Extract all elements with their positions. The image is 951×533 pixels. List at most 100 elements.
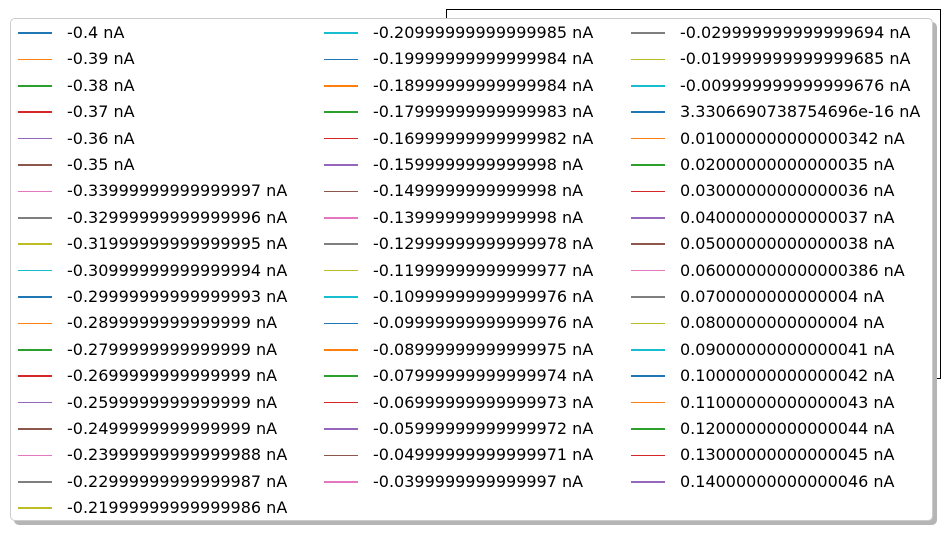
legend-line-marker [18,401,52,404]
legend-entry: -0.08999999999999975 nA [324,340,593,360]
legend-line-marker [631,217,665,219]
legend-label: -0.09999999999999976 nA [373,313,594,333]
legend-entry: -0.37 nA [18,102,135,122]
legend: -0.4 nA -0.39 nA -0.38 nA -0.37 nA -0.36 nA -… [10,18,933,521]
legend-label: 0.12000000000000044 nA [680,419,895,438]
legend-label: -0.2799999999999999 nA [67,339,278,359]
legend-line-marker [324,32,358,34]
legend-line-marker [324,164,358,166]
legend-label: -0.37 nA [67,102,135,122]
legend-label: -0.4 nA [67,23,125,42]
legend-entry: -0.23999999999999988 nA [18,445,287,465]
legend-label: -0.30999999999999994 nA [67,260,288,280]
legend-line-marker [324,454,358,457]
legend-line-marker [18,58,52,61]
legend-line-marker [18,269,52,272]
legend-entry: 0.10000000000000042 nA [631,366,895,386]
legend-entry: -0.33999999999999997 nA [18,181,287,201]
legend-label: -0.19999999999999984 nA [373,49,594,69]
legend-line-marker [324,349,358,351]
legend-entry: 0.13000000000000045 nA [631,445,895,465]
legend-line-marker [631,137,665,140]
legend-label: -0.2699999999999999 nA [67,366,278,386]
legend-line-marker [18,243,52,245]
legend-entry: -0.019999999999999685 nA [631,49,910,69]
legend-entry: 0.05000000000000038 nA [631,234,895,254]
legend-entry: -0.17999999999999983 nA [324,102,593,122]
legend-entry: -0.2899999999999999 nA [18,313,277,333]
legend-entry: -0.20999999999999985 nA [324,23,593,43]
legend-line-marker [18,111,52,113]
legend-label: -0.10999999999999976 nA [373,287,594,306]
legend-entry: -0.07999999999999974 nA [324,366,593,386]
legend-label: -0.16999999999999982 nA [373,128,594,148]
legend-label: -0.1599999999999998 nA [373,155,584,174]
legend-label: 0.09000000000000041 nA [680,339,895,359]
legend-line-marker [324,322,358,325]
legend-line-marker [18,164,52,166]
legend-label: -0.05999999999999972 nA [373,419,594,438]
legend-label: 0.060000000000000386 nA [680,260,905,280]
legend-label: -0.04999999999999971 nA [373,445,594,465]
legend-label: -0.0399999999999997 nA [373,471,584,491]
legend-entry: 0.03000000000000036 nA [631,181,895,201]
legend-line-marker [18,137,52,140]
legend-line-marker [631,296,665,298]
legend-entry: -0.31999999999999995 nA [18,234,287,254]
legend-label: 0.02000000000000035 nA [680,155,895,174]
legend-line-marker [631,481,665,483]
legend-line-marker [324,190,358,193]
legend-label: -0.21999999999999986 nA [67,498,288,518]
legend-line-marker [631,85,665,87]
legend-entry: 3.3306690738754696e-16 nA [631,102,920,122]
legend-entry: -0.1599999999999998 nA [324,155,583,175]
legend-entry: -0.18999999999999984 nA [324,76,593,96]
legend-entry: 0.060000000000000386 nA [631,261,905,281]
legend-line-marker [324,217,358,219]
legend-entry: -0.2799999999999999 nA [18,340,277,360]
legend-line-marker [631,454,665,457]
legend-entry: -0.05999999999999972 nA [324,419,593,439]
legend-line-marker [324,481,358,483]
legend-line-marker [631,375,665,377]
legend-line-marker [631,58,665,61]
legend-entry: 0.04000000000000037 nA [631,208,895,228]
legend-label: 0.0800000000000004 nA [680,313,885,333]
legend-label: -0.06999999999999973 nA [373,392,594,412]
legend-label: -0.1499999999999998 nA [373,181,584,201]
legend-label: -0.32999999999999996 nA [67,207,288,227]
legend-label: -0.009999999999999676 nA [680,75,911,95]
legend-label: -0.029999999999999694 nA [680,23,911,42]
legend-entry: -0.16999999999999982 nA [324,129,593,149]
legend-entry: -0.22999999999999987 nA [18,472,287,492]
legend-line-marker [18,217,52,219]
legend-line-marker [18,481,52,483]
legend-entry: -0.19999999999999984 nA [324,49,593,69]
legend-line-marker [324,375,358,377]
legend-label: -0.18999999999999984 nA [373,75,594,95]
legend-label: 0.05000000000000038 nA [680,234,895,254]
legend-entry: -0.38 nA [18,76,135,96]
legend-line-marker [324,111,358,113]
legend-line-marker [631,269,665,272]
legend-entry: -0.12999999999999978 nA [324,234,593,254]
legend-entry: 0.010000000000000342 nA [631,129,905,149]
legend-entry: -0.009999999999999676 nA [631,76,910,96]
legend-entry: 0.09000000000000041 nA [631,340,895,360]
legend-label: -0.11999999999999977 nA [373,260,594,280]
legend-entry: -0.2499999999999999 nA [18,419,277,439]
legend-label: -0.39 nA [67,49,135,69]
legend-label: 0.04000000000000037 nA [680,207,895,227]
legend-label: -0.35 nA [67,155,135,174]
legend-label: 0.03000000000000036 nA [680,181,895,201]
legend-entry: -0.35 nA [18,155,135,175]
legend-label: -0.29999999999999993 nA [67,287,288,306]
legend-label: -0.33999999999999997 nA [67,181,288,201]
legend-label: 0.010000000000000342 nA [680,128,905,148]
legend-label: -0.22999999999999987 nA [67,471,288,491]
legend-line-marker [631,428,665,430]
legend-entry: 0.12000000000000044 nA [631,419,895,439]
legend-entry: -0.30999999999999994 nA [18,261,287,281]
axes-frame-right-edge [940,9,941,379]
legend-line-marker [18,296,52,298]
